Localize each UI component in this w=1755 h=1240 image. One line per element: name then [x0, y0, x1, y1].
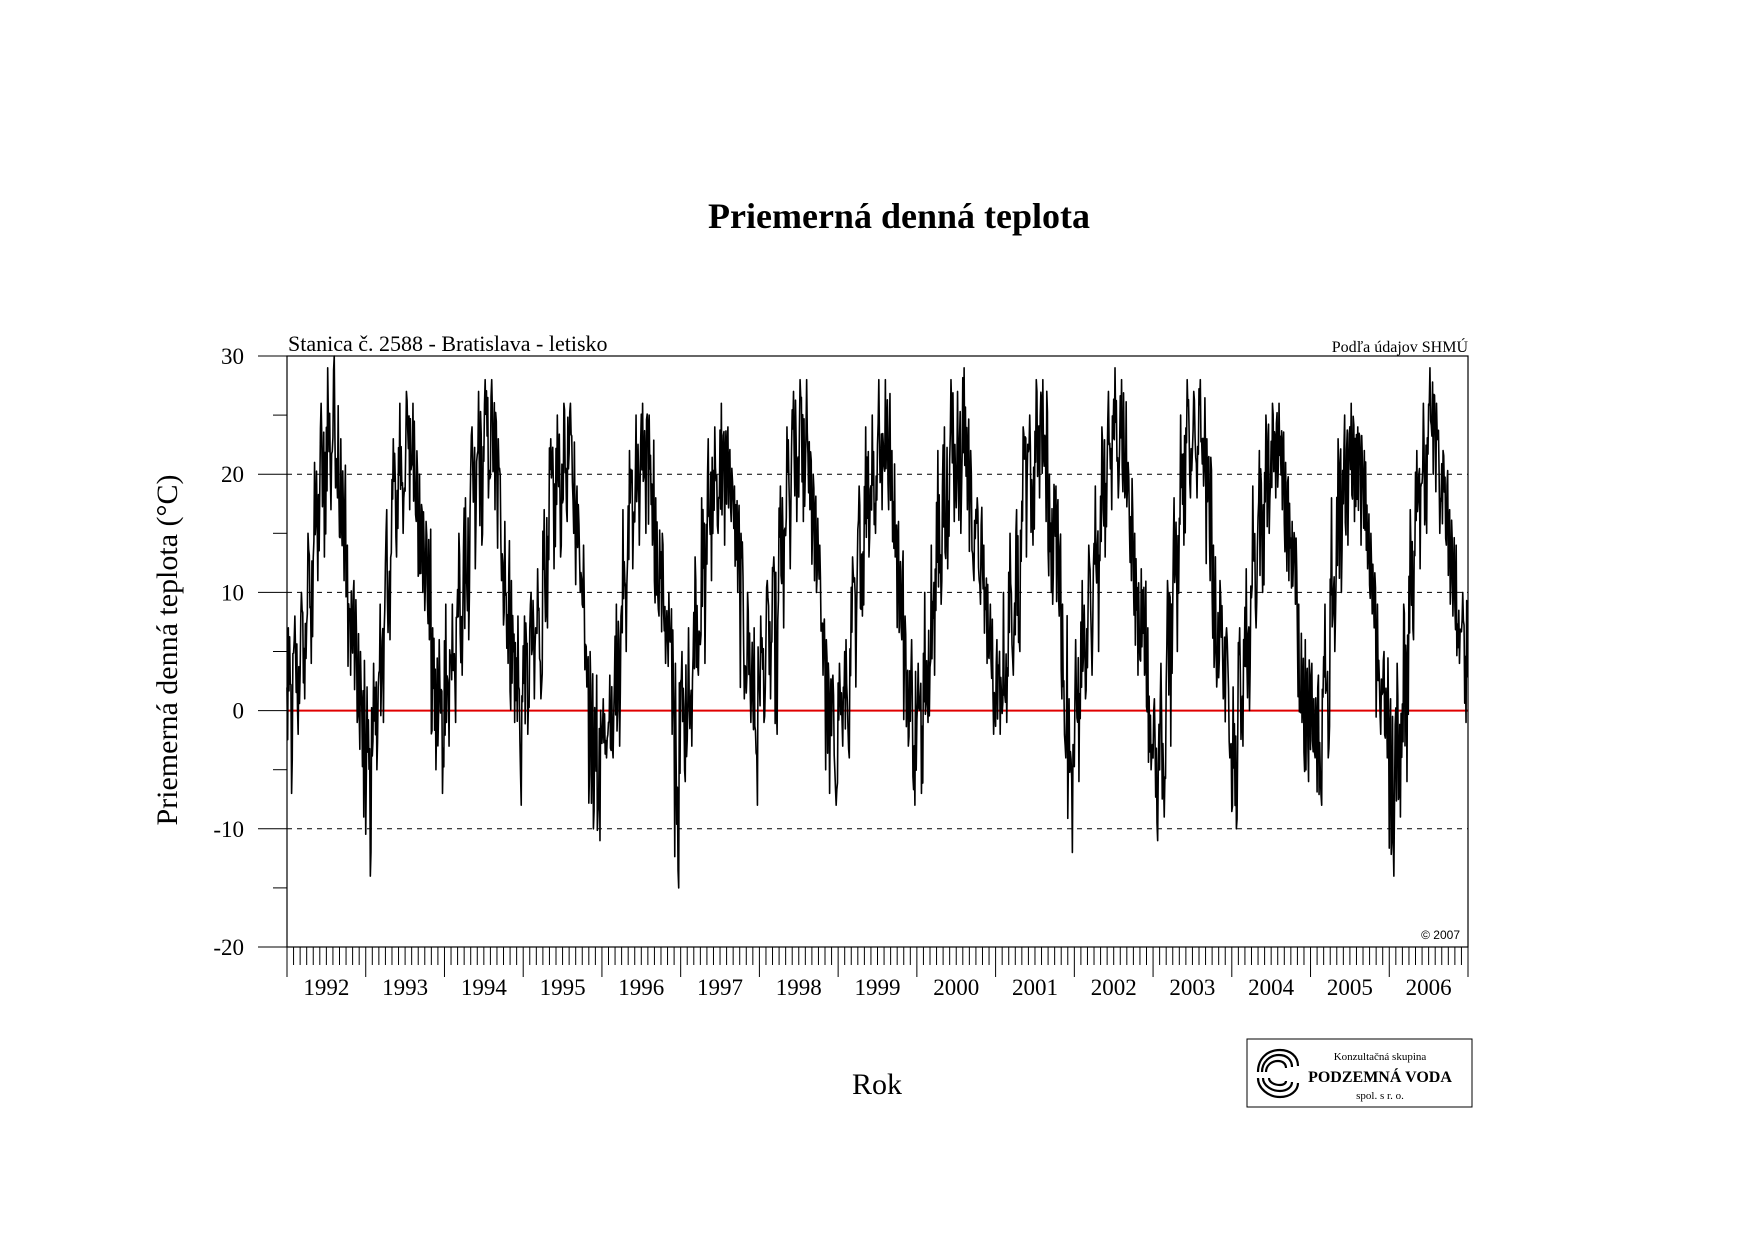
y-tick-label: 30 [221, 344, 244, 369]
x-year-label: 1995 [540, 975, 586, 1000]
y-tick-label: -20 [213, 935, 244, 960]
logo-wave-icon [1256, 1048, 1300, 1099]
x-year-label: 1992 [303, 975, 349, 1000]
chart-subtitle: Stanica č. 2588 - Bratislava - letisko [288, 331, 608, 356]
y-tick-label: -10 [213, 817, 244, 842]
y-axis: 30 20 10 0 -10 -20 [213, 344, 287, 960]
copyright-label: © 2007 [1421, 928, 1460, 942]
chart-title: Priemerná denná teplota [708, 196, 1090, 236]
x-year-label: 1994 [461, 975, 508, 1000]
x-year-label: 1993 [382, 975, 428, 1000]
series-line [286, 355, 1469, 889]
y-tick-label: 20 [221, 462, 244, 487]
series-temperature [286, 355, 1469, 889]
x-year-label: 1996 [618, 975, 664, 1000]
x-year-label: 2003 [1169, 975, 1215, 1000]
x-year-label: 1999 [855, 975, 901, 1000]
data-source-label: Podľa údajov SHMÚ [1332, 337, 1469, 356]
y-tick-label: 10 [221, 580, 244, 605]
x-year-label: 2001 [1012, 975, 1058, 1000]
logo-line-2: PODZEMNÁ VODA [1308, 1067, 1452, 1086]
x-year-label: 2000 [933, 975, 979, 1000]
y-tick-label: 0 [233, 699, 245, 724]
x-year-label: 2002 [1091, 975, 1137, 1000]
logo-line-3: spol. s r. o. [1356, 1090, 1404, 1102]
x-year-label: 2004 [1248, 975, 1295, 1000]
x-year-label: 1997 [697, 975, 743, 1000]
x-year-label: 2006 [1406, 975, 1452, 1000]
x-year-label: 1998 [776, 975, 822, 1000]
x-axis-title: Rok [852, 1068, 902, 1101]
logo-line-1: Konzultačná skupina [1334, 1051, 1427, 1063]
x-year-label: 2005 [1327, 975, 1373, 1000]
company-logo: Konzultačná skupina PODZEMNÁ VODA spol. … [1246, 1038, 1473, 1108]
y-axis-title: Priemerná denná teplota (°C) [151, 474, 184, 825]
x-axis: 1992 1993 1994 1995 1996 1997 1998 1999 2000 2001… [286, 947, 1469, 1000]
